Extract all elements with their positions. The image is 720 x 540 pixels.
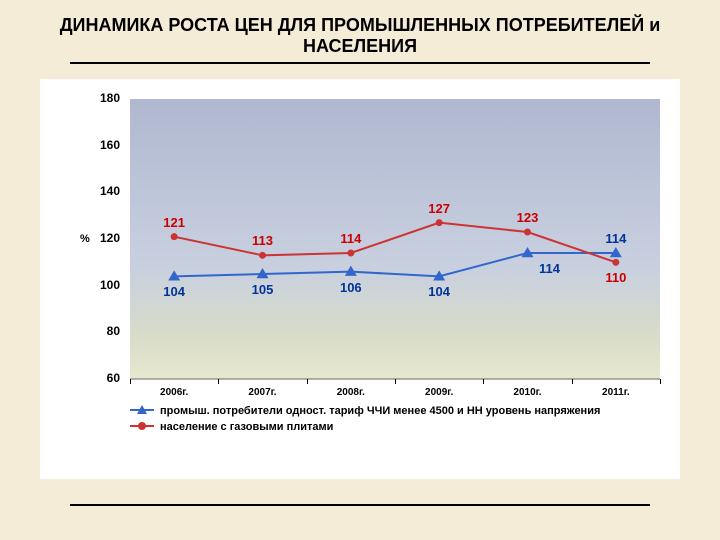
x-tick-label: 2010г. xyxy=(513,387,541,398)
data-label-industrial: 104 xyxy=(428,284,450,299)
marker-population xyxy=(612,259,619,266)
title-underline xyxy=(70,62,650,64)
data-label-population: 121 xyxy=(163,215,185,230)
x-tick xyxy=(395,379,396,384)
bottom-rule xyxy=(70,504,650,506)
chart-container: 6080100120140160180%2006г.2007г.2008г.20… xyxy=(40,79,680,479)
marker-industrial xyxy=(345,266,357,276)
legend-label: население с газовыми плитами xyxy=(160,420,333,434)
marker-population xyxy=(347,250,354,257)
data-label-industrial: 105 xyxy=(252,282,274,297)
x-tick xyxy=(572,379,573,384)
x-tick xyxy=(130,379,131,384)
data-label-population: 114 xyxy=(340,231,361,246)
chart-title: ДИНАМИКА РОСТА ЦЕН ДЛЯ ПРОМЫШЛЕННЫХ ПОТР… xyxy=(0,0,720,62)
series-line-population xyxy=(174,223,616,263)
data-label-industrial: 106 xyxy=(340,280,362,295)
marker-population xyxy=(171,233,178,240)
legend: промыш. потребители одност. тариф ЧЧИ ме… xyxy=(130,404,600,437)
data-label-population: 113 xyxy=(252,233,273,248)
y-tick-label: 160 xyxy=(80,138,120,152)
marker-population xyxy=(436,219,443,226)
legend-item-industrial: промыш. потребители одност. тариф ЧЧИ ме… xyxy=(130,404,600,418)
x-tick xyxy=(307,379,308,384)
x-tick-label: 2009г. xyxy=(425,387,453,398)
marker-population xyxy=(259,252,266,259)
x-tick-label: 2006г. xyxy=(160,387,188,398)
y-tick-label: 180 xyxy=(80,91,120,105)
y-tick-label: 80 xyxy=(80,324,120,338)
legend-label: промыш. потребители одност. тариф ЧЧИ ме… xyxy=(160,404,600,418)
data-label-population: 110 xyxy=(605,270,626,285)
data-label-industrial: 114 xyxy=(605,231,626,246)
y-tick-label: 60 xyxy=(80,371,120,385)
data-label-population: 127 xyxy=(428,201,450,216)
marker-population xyxy=(524,229,531,236)
x-tick-label: 2007г. xyxy=(248,387,276,398)
x-tick xyxy=(218,379,219,384)
legend-item-population: население с газовыми плитами xyxy=(130,420,600,434)
y-tick-label: 100 xyxy=(80,278,120,292)
data-label-industrial: 114 xyxy=(539,261,560,276)
y-tick-label: 140 xyxy=(80,184,120,198)
y-axis-title: % xyxy=(80,233,90,245)
x-tick-label: 2008г. xyxy=(337,387,365,398)
data-label-population: 123 xyxy=(517,210,539,225)
x-tick xyxy=(483,379,484,384)
x-tick-label: 2011г. xyxy=(602,387,630,398)
data-label-industrial: 104 xyxy=(163,284,185,299)
